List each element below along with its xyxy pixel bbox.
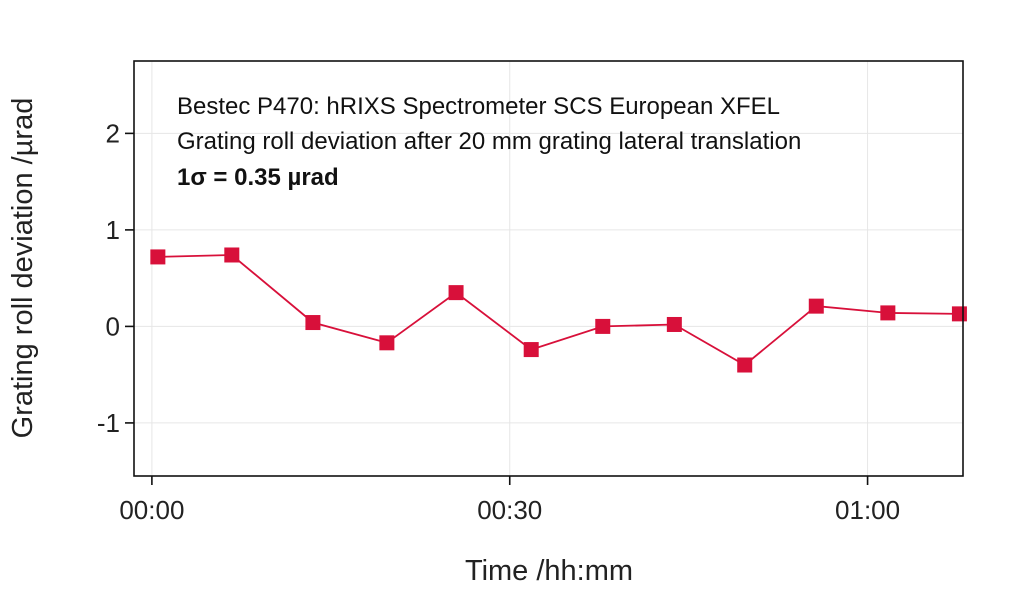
data-point-marker — [305, 315, 321, 331]
data-point-marker — [666, 316, 682, 332]
grid — [134, 61, 963, 476]
y-tick-label: 0 — [106, 311, 120, 341]
data-point-marker — [523, 342, 539, 358]
series-line — [157, 254, 960, 367]
x-tick-label: 00:00 — [119, 495, 184, 525]
y-tick-label: -1 — [97, 408, 120, 438]
x-axis-title: Time /hh:mm — [465, 555, 633, 587]
data-point-marker — [737, 357, 753, 373]
annotation-sigma: 1σ = 0.35 µrad — [177, 164, 339, 191]
data-point-marker — [224, 247, 240, 263]
annotation-line-2: Grating roll deviation after 20 mm grati… — [177, 128, 801, 155]
data-point-marker — [150, 249, 166, 265]
data-point-marker — [448, 285, 464, 301]
marker-layer — [150, 247, 967, 373]
x-axis: 00:00 00:30 01:00 — [119, 476, 900, 525]
plot-frame — [133, 60, 964, 477]
data-point-marker — [595, 318, 611, 334]
y-axis: -1 0 1 2 — [97, 118, 134, 438]
series-line-layer — [157, 254, 960, 367]
y-axis-title: Grating roll deviation /µrad — [7, 98, 39, 439]
annotation-line-1: Bestec P470: hRIXS Spectrometer SCS Euro… — [177, 93, 780, 120]
data-point-marker — [951, 306, 967, 322]
y-tick-label: 1 — [106, 215, 120, 245]
x-tick-label: 00:30 — [477, 495, 542, 525]
data-point-marker — [379, 335, 395, 351]
data-point-marker — [880, 305, 896, 321]
data-point-marker — [808, 298, 824, 314]
x-tick-label: 01:00 — [835, 495, 900, 525]
y-tick-label: 2 — [106, 118, 120, 148]
